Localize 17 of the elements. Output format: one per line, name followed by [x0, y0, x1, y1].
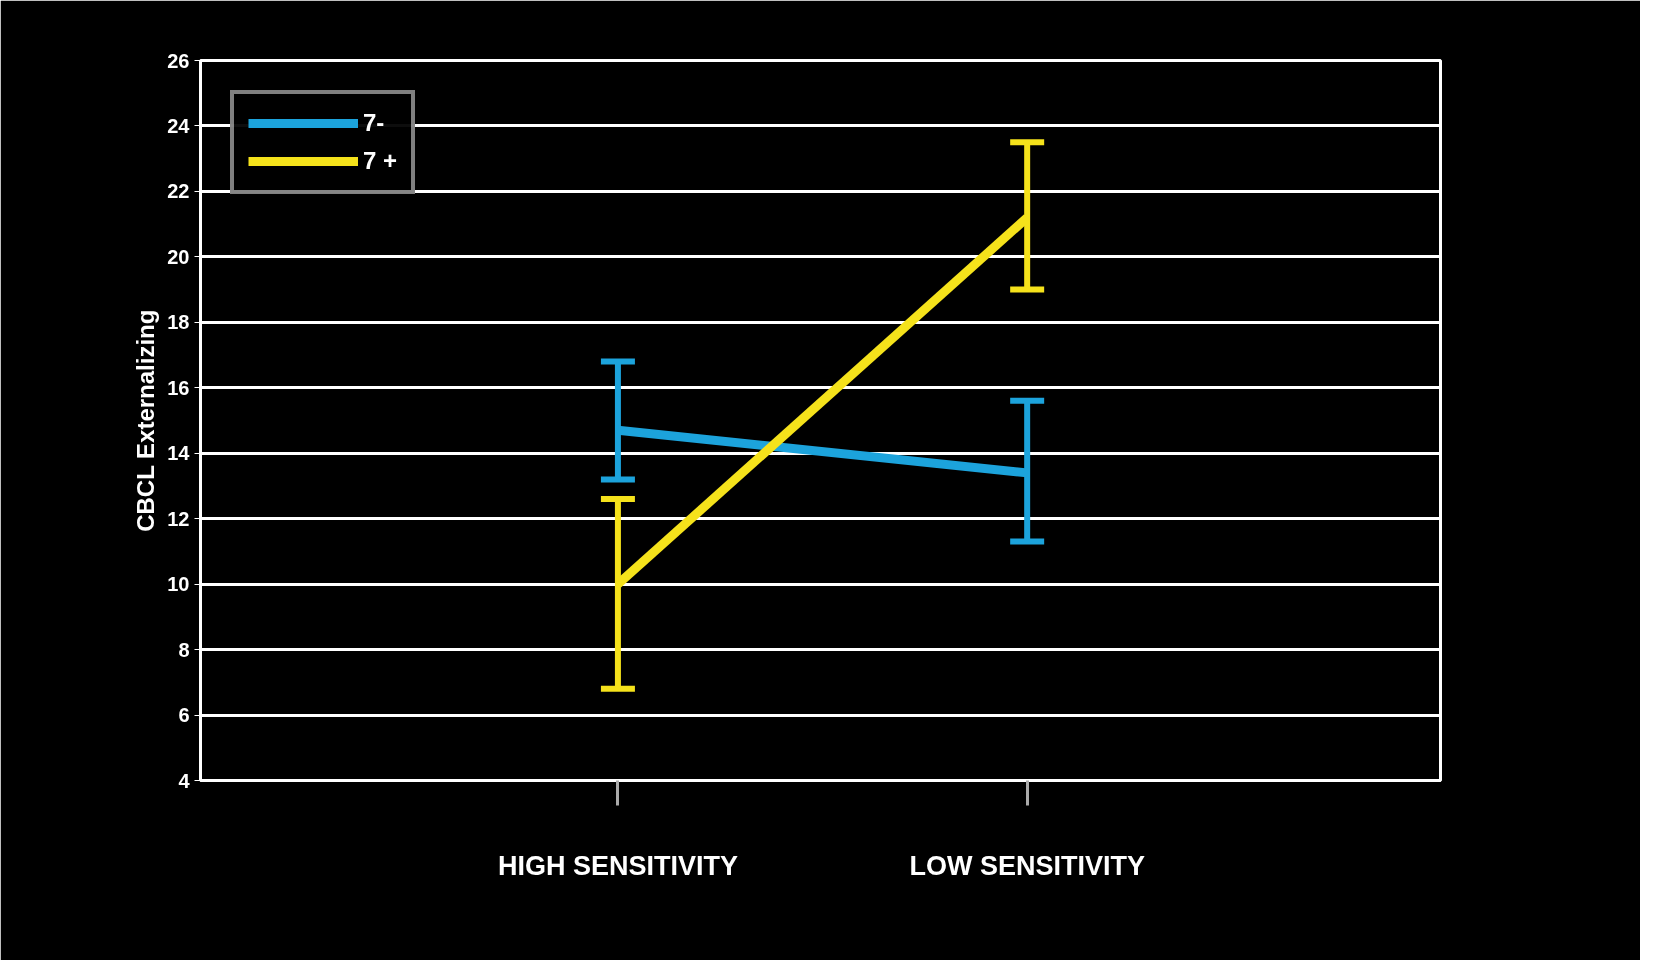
- y-axis-title: CBCL Externalizing: [132, 309, 160, 532]
- y-tick-label: 10: [167, 573, 190, 596]
- legend-label: 7 +: [363, 147, 398, 175]
- y-tick-label: 14: [167, 442, 191, 465]
- x-tick-label: LOW SENSITIVITY: [909, 850, 1145, 881]
- y-tick-label: 12: [167, 507, 190, 530]
- y-tick-label: 24: [167, 114, 191, 137]
- y-tick-label: 4: [178, 769, 191, 792]
- y-tick-label: 20: [167, 245, 190, 268]
- y-tick-label: 18: [167, 311, 190, 334]
- x-tick-label: HIGH SENSITIVITY: [497, 850, 738, 881]
- y-tick-label: 26: [167, 49, 190, 72]
- y-tick-label: 8: [178, 638, 190, 661]
- y-tick-label: 16: [167, 376, 190, 399]
- y-tick-label: 22: [167, 180, 190, 203]
- legend-label: 7-: [363, 109, 385, 137]
- y-tick-label: 6: [178, 704, 190, 727]
